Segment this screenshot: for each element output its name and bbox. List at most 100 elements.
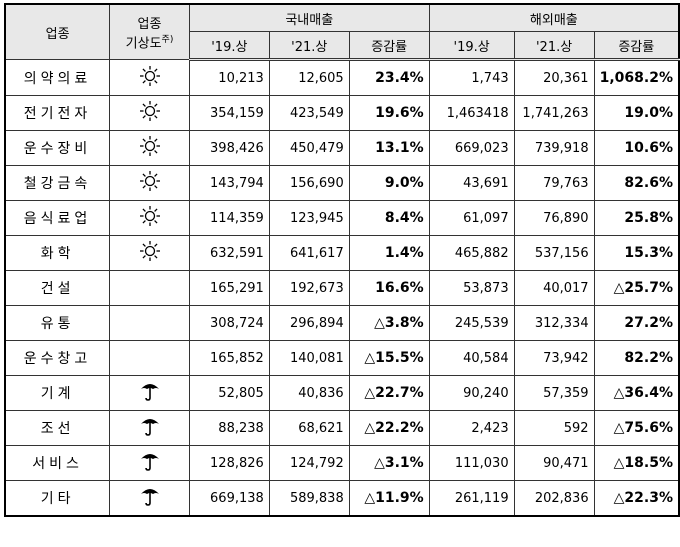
sales-table: 업종 업종 기상도주) 국내매출 해외매출 '19.상 '21.상 증감률 '19.상 '… xyxy=(4,3,680,517)
sales-value: 156,690 xyxy=(268,165,350,201)
change-rate: △15.5% xyxy=(348,340,430,376)
sales-value: 88,238 xyxy=(188,410,270,446)
sun-icon xyxy=(139,136,160,156)
weather-cell xyxy=(109,270,190,306)
sales-value: 202,836 xyxy=(513,480,595,517)
sales-value: 669,023 xyxy=(428,130,515,166)
change-rate: 27.2% xyxy=(593,305,680,341)
weather-cell xyxy=(109,480,190,517)
sales-value: 143,794 xyxy=(188,165,270,201)
weather-cell xyxy=(109,445,190,481)
sales-value: 296,894 xyxy=(268,305,350,341)
sales-value: 79,763 xyxy=(513,165,595,201)
sales-value: 111,030 xyxy=(428,445,515,481)
header-text: 기상도 xyxy=(125,36,162,52)
subheader: '19.상 xyxy=(428,31,515,61)
umbrella-icon xyxy=(140,489,159,506)
sales-value: 465,882 xyxy=(428,235,515,271)
sales-value: 140,081 xyxy=(268,340,350,376)
sales-value: 68,621 xyxy=(268,410,350,446)
change-rate: 9.0% xyxy=(348,165,430,201)
change-rate: △18.5% xyxy=(593,445,680,481)
change-rate: 1,068.2% xyxy=(593,59,680,96)
sales-value: 669,138 xyxy=(188,480,270,517)
header-weather: 업종 기상도주) xyxy=(109,3,190,60)
sales-value: 1,741,263 xyxy=(513,95,595,131)
subheader: 증감률 xyxy=(348,31,430,61)
sales-value: 10,213 xyxy=(188,59,270,96)
sales-value: 43,691 xyxy=(428,165,515,201)
change-rate: 19.0% xyxy=(593,95,680,131)
sales-value: 261,119 xyxy=(428,480,515,517)
sales-value: 57,359 xyxy=(513,375,595,411)
sales-value: 124,792 xyxy=(268,445,350,481)
header-text: 업종 xyxy=(137,16,162,32)
sales-value: 90,471 xyxy=(513,445,595,481)
sun-icon xyxy=(139,206,160,226)
change-rate: 82.2% xyxy=(593,340,680,376)
table-row: 서비스 128,826 124,792 △3.1% 111,030 90,471 △18.5… xyxy=(4,445,680,481)
subheader: '21.상 xyxy=(268,31,350,61)
sun-icon xyxy=(139,171,160,191)
industry-name: 운수창고 xyxy=(4,340,111,376)
sales-value: 537,156 xyxy=(513,235,595,271)
change-rate: △22.7% xyxy=(348,375,430,411)
change-rate: △25.7% xyxy=(593,270,680,306)
industry-name: 서비스 xyxy=(4,445,111,481)
table-row: 화학 632,591 641,617 1.4% 465,882 537,156 15.3% xyxy=(4,235,680,271)
umbrella-icon xyxy=(140,419,159,436)
header-overseas: 해외매출 xyxy=(428,3,680,32)
table-row: 음식료업 114,359 123,945 8.4% 61,097 76,890 25.8% xyxy=(4,200,680,236)
industry-name: 유통 xyxy=(4,305,111,341)
sales-value: 632,591 xyxy=(188,235,270,271)
change-rate: △22.3% xyxy=(593,480,680,517)
weather-cell xyxy=(109,200,190,236)
sales-value: 52,805 xyxy=(188,375,270,411)
subheader: '21.상 xyxy=(513,31,595,61)
industry-name: 음식료업 xyxy=(4,200,111,236)
umbrella-icon xyxy=(140,384,159,401)
change-rate: 23.4% xyxy=(348,59,430,96)
change-rate: △75.6% xyxy=(593,410,680,446)
industry-name: 의약의료 xyxy=(4,59,111,96)
industry-name: 건설 xyxy=(4,270,111,306)
table-row: 조선 88,238 68,621 △22.2% 2,423 592 △75.6% xyxy=(4,410,680,446)
sales-value: 128,826 xyxy=(188,445,270,481)
table-row: 전기전자 354,159 423,549 19.6% 1,463418 1,741,263… xyxy=(4,95,680,131)
sales-value: 40,836 xyxy=(268,375,350,411)
sales-value: 165,852 xyxy=(188,340,270,376)
sales-value: 12,605 xyxy=(268,59,350,96)
weather-cell xyxy=(109,235,190,271)
change-rate: 10.6% xyxy=(593,130,680,166)
weather-cell xyxy=(109,375,190,411)
sales-value: 245,539 xyxy=(428,305,515,341)
industry-name: 운수장비 xyxy=(4,130,111,166)
change-rate: 19.6% xyxy=(348,95,430,131)
change-rate: 1.4% xyxy=(348,235,430,271)
sales-value: 354,159 xyxy=(188,95,270,131)
weather-cell xyxy=(109,130,190,166)
sales-value: 40,584 xyxy=(428,340,515,376)
sales-value: 641,617 xyxy=(268,235,350,271)
weather-cell xyxy=(109,59,190,96)
industry-name: 기계 xyxy=(4,375,111,411)
weather-cell xyxy=(109,305,190,341)
sun-icon xyxy=(139,101,160,121)
sales-value: 1,743 xyxy=(428,59,515,96)
header-domestic: 국내매출 xyxy=(188,3,430,32)
sales-value: 73,942 xyxy=(513,340,595,376)
sales-value: 398,426 xyxy=(188,130,270,166)
industry-name: 철강금속 xyxy=(4,165,111,201)
change-rate: 8.4% xyxy=(348,200,430,236)
table-row: 건설 165,291 192,673 16.6% 53,873 40,017 △25.7% xyxy=(4,270,680,306)
sales-value: 61,097 xyxy=(428,200,515,236)
sales-value: 114,359 xyxy=(188,200,270,236)
industry-name: 기타 xyxy=(4,480,111,517)
sales-value: 592 xyxy=(513,410,595,446)
sales-value: 40,017 xyxy=(513,270,595,306)
table-row: 의약의료 10,213 12,605 23.4% 1,743 20,361 1,068.2% xyxy=(4,59,680,96)
industry-name: 화학 xyxy=(4,235,111,271)
subheader: '19.상 xyxy=(188,31,270,61)
change-rate: △36.4% xyxy=(593,375,680,411)
change-rate: △3.1% xyxy=(348,445,430,481)
